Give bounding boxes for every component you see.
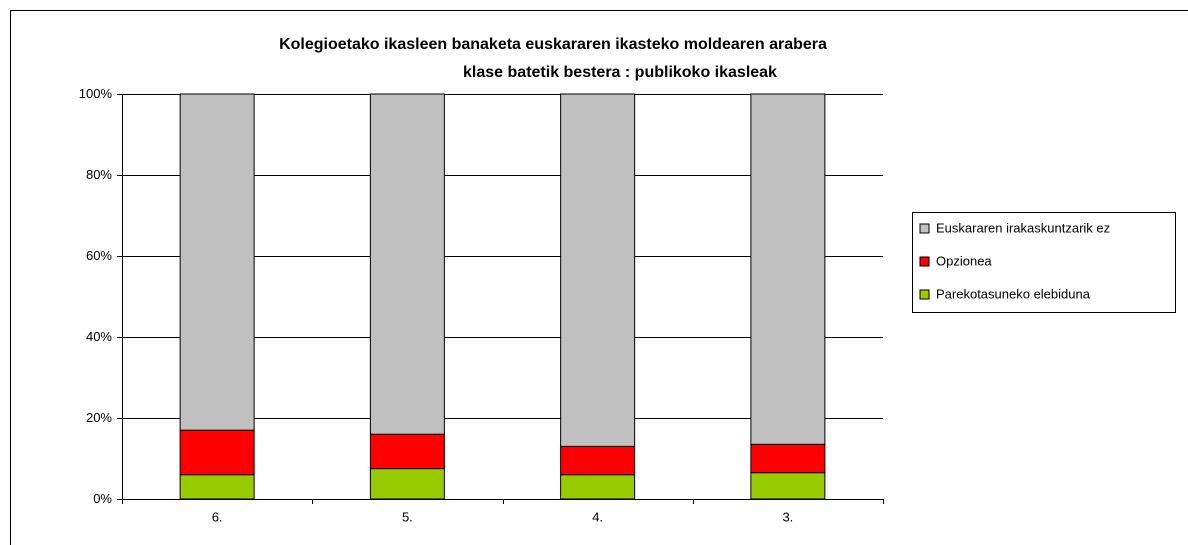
bar-segment	[369, 93, 445, 435]
bar-segment	[750, 472, 826, 500]
bar-segment	[179, 429, 255, 476]
y-tick-label: 80%	[86, 167, 112, 182]
x-tick-label: 4.	[592, 509, 603, 524]
chart-title: klase batetik bestera : publikoko ikasle…	[463, 64, 777, 81]
y-tick-label: 0%	[93, 491, 112, 506]
bar-segment	[560, 93, 636, 447]
bar-segment	[369, 468, 445, 500]
x-tick-label: 3.	[782, 509, 793, 524]
x-tick-label: 6.	[212, 509, 223, 524]
y-tick-label: 20%	[86, 410, 112, 425]
bar-segment	[179, 474, 255, 500]
y-tick-label: 40%	[86, 329, 112, 344]
legend-swatch	[919, 256, 930, 267]
bar-segment	[560, 474, 636, 500]
legend-label: Opzionea	[936, 253, 992, 268]
bar-segment	[179, 93, 255, 431]
legend-box	[912, 212, 1176, 313]
legend-label: Euskararen irakaskuntzarik ez	[936, 220, 1110, 235]
bar-segment	[750, 93, 826, 445]
y-tick-label: 100%	[79, 86, 113, 101]
x-tick-label: 5.	[402, 509, 413, 524]
legend-swatch	[919, 223, 930, 234]
bar-segment	[369, 433, 445, 470]
bar-segment	[560, 445, 636, 476]
chart-title: Kolegioetako ikasleen banaketa euskarare…	[279, 36, 827, 53]
y-tick-label: 60%	[86, 248, 112, 263]
legend-label: Parekotasuneko elebiduna	[936, 286, 1091, 301]
legend-swatch	[919, 289, 930, 300]
bar-segment	[750, 443, 826, 474]
